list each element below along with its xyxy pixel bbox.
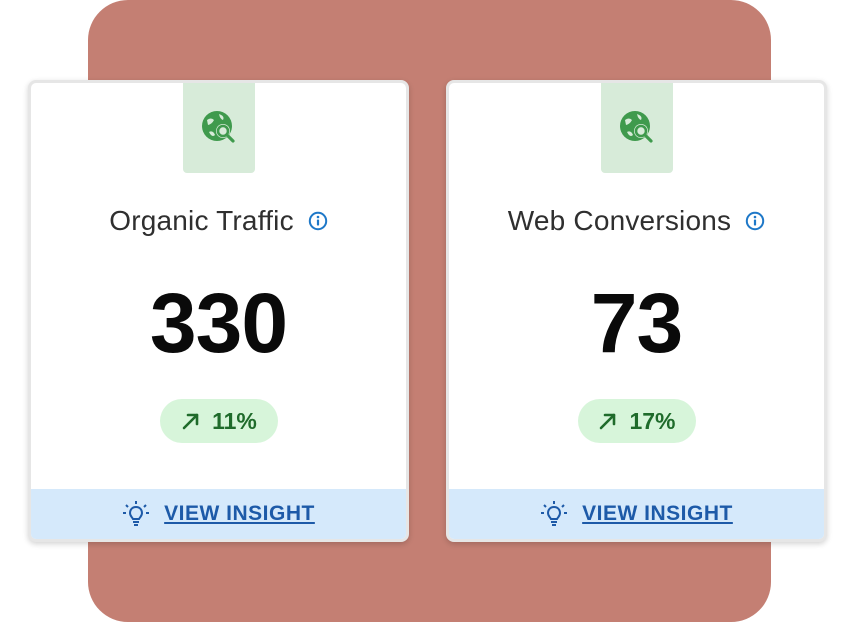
metric-card-organic-traffic: Organic Traffic 330 11% bbox=[28, 80, 409, 542]
view-insight-link[interactable]: VIEW INSIGHT bbox=[164, 502, 315, 525]
trend-badge: 11% bbox=[159, 399, 278, 443]
metric-value: 330 bbox=[149, 276, 288, 370]
view-insight-button[interactable]: VIEW INSIGHT bbox=[449, 489, 824, 539]
trend-percent: 11% bbox=[212, 407, 257, 434]
icon-tab bbox=[600, 83, 673, 173]
card-title: Web Conversions bbox=[507, 205, 732, 236]
arrow-up-right-icon bbox=[600, 413, 616, 430]
arrow-up-right-icon bbox=[182, 413, 199, 430]
card-title-row: Web Conversions bbox=[449, 205, 824, 237]
trend-badge: 17% bbox=[577, 399, 696, 443]
globe-search-icon bbox=[201, 111, 235, 143]
metric-card-web-conversions: Web Conversions 73 17% bbox=[446, 80, 827, 542]
lightbulb-icon bbox=[123, 501, 150, 526]
icon-tab bbox=[182, 83, 255, 173]
info-icon[interactable] bbox=[745, 211, 765, 231]
info-icon[interactable] bbox=[308, 211, 328, 231]
view-insight-button[interactable]: VIEW INSIGHT bbox=[31, 489, 406, 539]
trend-percent: 17% bbox=[629, 407, 676, 434]
lightbulb-icon bbox=[541, 501, 568, 526]
globe-search-icon bbox=[619, 111, 653, 143]
metric-value: 73 bbox=[590, 276, 683, 370]
card-title-row: Organic Traffic bbox=[31, 205, 406, 237]
card-title: Organic Traffic bbox=[109, 205, 294, 236]
view-insight-link[interactable]: VIEW INSIGHT bbox=[582, 502, 733, 525]
